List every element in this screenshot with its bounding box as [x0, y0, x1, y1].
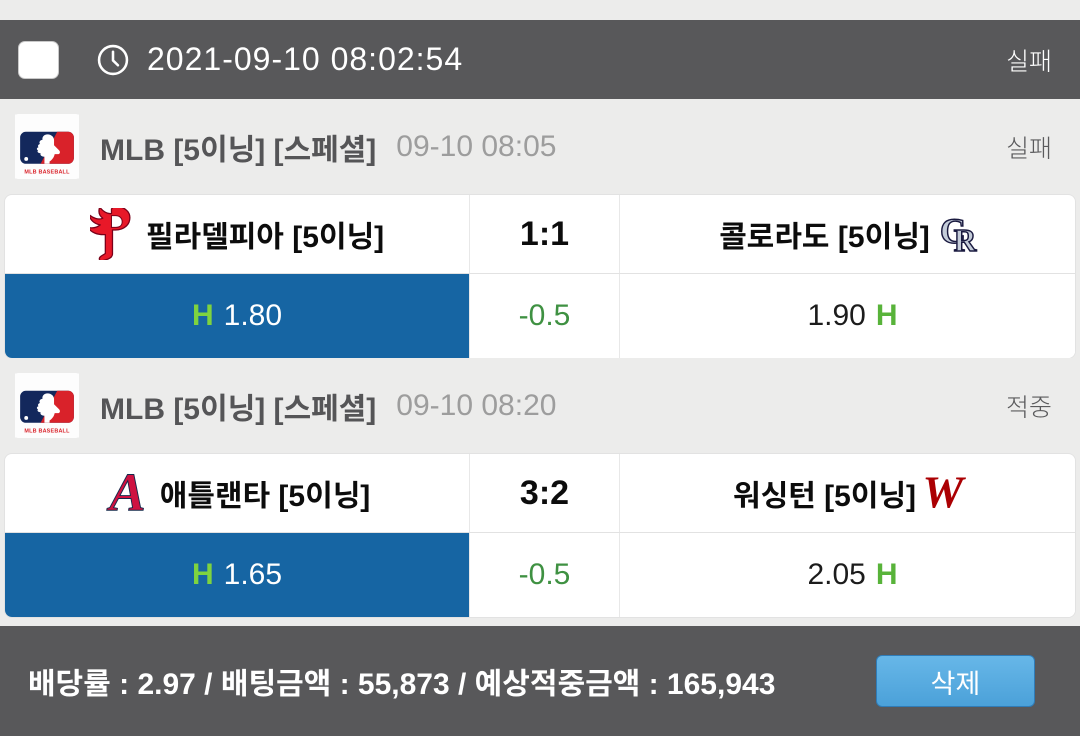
svg-text:R: R	[954, 223, 977, 258]
svg-text:MLB BASEBALL: MLB BASEBALL	[24, 428, 70, 434]
svg-text:W: W	[922, 467, 966, 518]
svg-text:MLB BASEBALL: MLB BASEBALL	[24, 169, 70, 175]
svg-text:A: A	[106, 462, 145, 522]
